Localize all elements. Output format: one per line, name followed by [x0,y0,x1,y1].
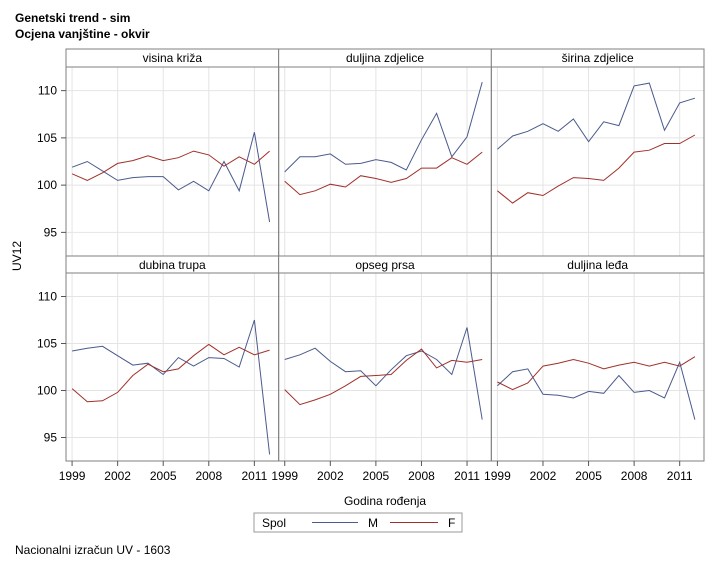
panel-title: širina zdjelice [562,51,634,65]
x-tick-label: 2005 [575,469,602,483]
series-line-f [71,343,270,403]
panel-frame [490,272,705,462]
series-line-f [284,348,483,406]
panel-title: visina križa [143,51,203,65]
y-tick-label: 105 [37,131,57,145]
legend-title: Spol [262,516,286,530]
x-tick-label: 2005 [150,469,177,483]
panel-title: opseg prsa [355,258,415,272]
x-axis-title: Godina rođenja [344,494,426,508]
panel-title: duljina leđa [567,258,628,272]
x-tick-label: 2005 [363,469,390,483]
series-line-m [284,81,483,173]
legend-label-f: F [448,516,455,530]
series-line-m [72,319,271,455]
series-line-f [71,150,270,181]
series-line-m [497,360,696,420]
x-tick-label: 2002 [104,469,131,483]
x-tick-label: 1999 [484,469,511,483]
panel-frame [65,272,280,462]
chart-title-line-1: Genetski trend - sim [15,11,131,25]
y-tick-label: 110 [38,84,57,98]
x-tick-label: 1999 [59,469,86,483]
x-tick-label: 2008 [195,469,222,483]
series-line-f [497,134,696,204]
y-tick-label: 105 [37,337,57,351]
series-line-f [497,356,696,391]
x-tick-label: 2002 [317,469,344,483]
y-tick-label: 95 [44,431,58,445]
x-tick-label: 2011 [241,469,267,483]
y-tick-label: 100 [37,384,57,398]
panel-title: dubina trupa [139,258,206,272]
y-tick-label: 100 [37,178,57,192]
panel-title: duljina zdjelice [346,51,424,65]
x-tick-label: 2002 [530,469,557,483]
y-axis-title: UV12 [10,241,24,271]
panel-frame [490,66,705,257]
x-tick-label: 2011 [454,469,480,483]
series-line-m [497,82,696,150]
chart-title-line-2: Ocjena vanjštine - okvir [15,27,150,41]
x-tick-label: 2008 [621,469,648,483]
x-tick-label: 2011 [667,469,693,483]
panel-frame [278,272,492,462]
legend-label-m: M [368,516,378,530]
footnote: Nacionalni izračun UV - 1603 [15,543,171,557]
x-tick-label: 1999 [271,469,298,483]
x-tick-label: 2008 [408,469,435,483]
y-tick-label: 110 [38,290,57,304]
series-line-m [284,327,483,420]
series-line-f [284,151,483,196]
series-line-m [71,132,271,223]
y-tick-label: 95 [44,225,58,239]
